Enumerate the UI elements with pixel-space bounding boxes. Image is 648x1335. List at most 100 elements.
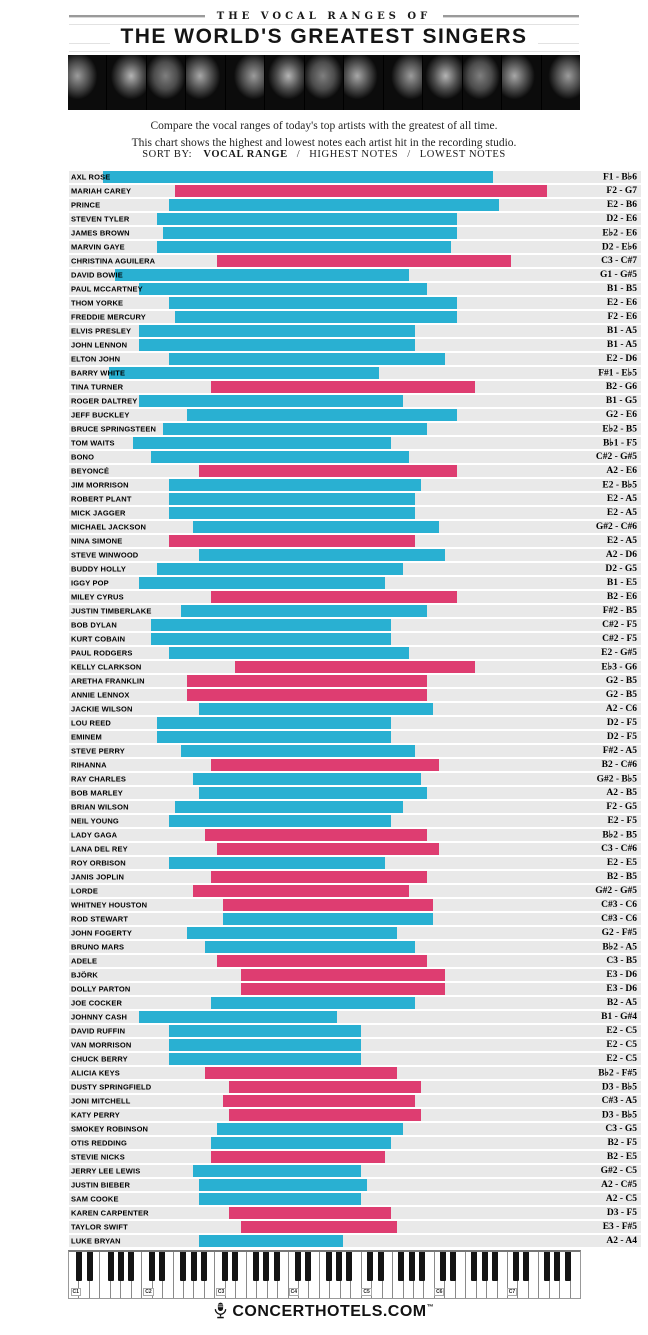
artist-name: BJÖRK [71,970,99,980]
vocal-range-bar[interactable] [211,871,427,883]
singer-photo [541,55,581,110]
vocal-range-bar[interactable] [187,409,457,421]
vocal-range-bar[interactable] [157,731,391,743]
vocal-range-bar[interactable] [163,227,457,239]
vocal-range-bar[interactable] [169,535,415,547]
vocal-range-bar[interactable] [157,717,391,729]
vocal-range-bar[interactable] [211,997,415,1009]
brand-text: CONCERTHOTELS.COM [232,1303,427,1320]
vocal-range-bar[interactable] [169,1053,361,1065]
vocal-range-bar[interactable] [109,367,379,379]
vocal-range-bar[interactable] [193,521,439,533]
footer-brand[interactable]: CONCERTHOTELS.COM™ [0,1302,648,1321]
artist-row: PAUL MCCARTNEY B1 - B5 [69,283,641,295]
vocal-range-bar[interactable] [229,1109,421,1121]
vocal-range-bar[interactable] [151,451,409,463]
artist-name: LOU REED [71,718,111,728]
vocal-range-bar[interactable] [199,465,457,477]
white-key [309,1252,320,1298]
vocal-range-bar[interactable] [157,241,451,253]
sort-option-lowest-notes[interactable]: LOWEST NOTES [419,149,506,160]
vocal-range-bar[interactable] [193,885,409,897]
vocal-range-bar[interactable] [211,759,439,771]
vocal-range-bar[interactable] [241,1221,397,1233]
black-key [512,1252,519,1281]
vocal-range-bar[interactable] [205,941,415,953]
vocal-range-bar[interactable] [169,857,385,869]
vocal-range-bar[interactable] [139,1011,337,1023]
note-range-label: C3 - B5 [606,956,637,966]
vocal-range-bar[interactable] [193,1165,361,1177]
vocal-range-bar[interactable] [169,647,409,659]
vocal-range-bar[interactable] [211,1137,391,1149]
kicker-row: THE VOCAL RANGES OF [69,11,579,22]
vocal-range-bar[interactable] [139,325,415,337]
vocal-range-bar[interactable] [223,913,433,925]
sort-option-vocal-range[interactable]: VOCAL RANGE [203,149,288,160]
vocal-range-bar[interactable] [157,563,403,575]
vocal-range-bar[interactable] [157,213,457,225]
octave-label: C7 [506,1287,518,1296]
vocal-range-bar[interactable] [175,311,457,323]
vocal-range-bar[interactable] [169,1025,361,1037]
vocal-range-bar[interactable] [205,1067,397,1079]
vocal-range-bar[interactable] [151,619,391,631]
vocal-range-bar[interactable] [169,493,415,505]
artist-row: KELLY CLARKSON E♭3 - G6 [69,661,641,673]
vocal-range-bar[interactable] [229,1207,391,1219]
vocal-range-bar[interactable] [103,171,493,183]
vocal-range-bar[interactable] [199,787,427,799]
artist-row: BRIAN WILSON F2 - G5 [69,801,641,813]
vocal-range-bar[interactable] [187,689,427,701]
vocal-range-bar[interactable] [211,1151,385,1163]
vocal-range-bar[interactable] [199,703,433,715]
vocal-range-bar[interactable] [169,507,415,519]
vocal-range-bar[interactable] [169,353,445,365]
vocal-range-bar[interactable] [187,675,427,687]
vocal-range-bar[interactable] [229,1081,421,1093]
vocal-range-bar[interactable] [163,423,427,435]
vocal-range-bar[interactable] [139,339,415,351]
vocal-range-bar[interactable] [169,1039,361,1051]
vocal-range-bar[interactable] [241,983,445,995]
vocal-range-bar[interactable] [199,1179,367,1191]
vocal-range-bar[interactable] [169,815,391,827]
vocal-range-bar[interactable] [175,185,547,197]
vocal-range-bar[interactable] [235,661,475,673]
vocal-range-bar[interactable] [151,633,391,645]
vocal-range-bar[interactable] [199,1193,361,1205]
sort-option-highest-notes[interactable]: HIGHEST NOTES [309,149,399,160]
white-key [351,1252,362,1298]
vocal-range-bar[interactable] [169,199,499,211]
vocal-range-bar[interactable] [187,927,397,939]
intro-text: Compare the vocal ranges of today's top … [0,118,648,151]
black-key [86,1252,93,1281]
vocal-range-bar[interactable] [211,591,457,603]
vocal-range-bar[interactable] [193,773,421,785]
vocal-range-bar[interactable] [181,605,427,617]
vocal-range-bar[interactable] [115,269,409,281]
vocal-range-bar[interactable] [199,1235,343,1247]
vocal-range-bar[interactable] [199,549,445,561]
vocal-range-bar[interactable] [169,479,421,491]
vocal-range-bar[interactable] [181,745,415,757]
vocal-range-bar[interactable] [217,1123,403,1135]
note-range-label: A2 - A4 [606,1236,637,1246]
vocal-range-bar[interactable] [139,577,385,589]
vocal-range-bar[interactable] [211,381,475,393]
vocal-range-bar[interactable] [217,255,511,267]
note-range-label: B1 - E5 [606,578,637,588]
artist-name: STEVE PERRY [71,746,125,756]
vocal-range-bar[interactable] [205,829,427,841]
vocal-range-bar[interactable] [133,437,391,449]
vocal-range-bar[interactable] [223,899,433,911]
singer-photo [68,55,108,110]
vocal-range-bar[interactable] [217,955,427,967]
vocal-range-bar[interactable] [223,1095,415,1107]
vocal-range-bar[interactable] [217,843,439,855]
vocal-range-bar[interactable] [169,297,457,309]
vocal-range-bar[interactable] [241,969,445,981]
vocal-range-bar[interactable] [139,395,403,407]
vocal-range-bar[interactable] [139,283,427,295]
vocal-range-bar[interactable] [175,801,403,813]
